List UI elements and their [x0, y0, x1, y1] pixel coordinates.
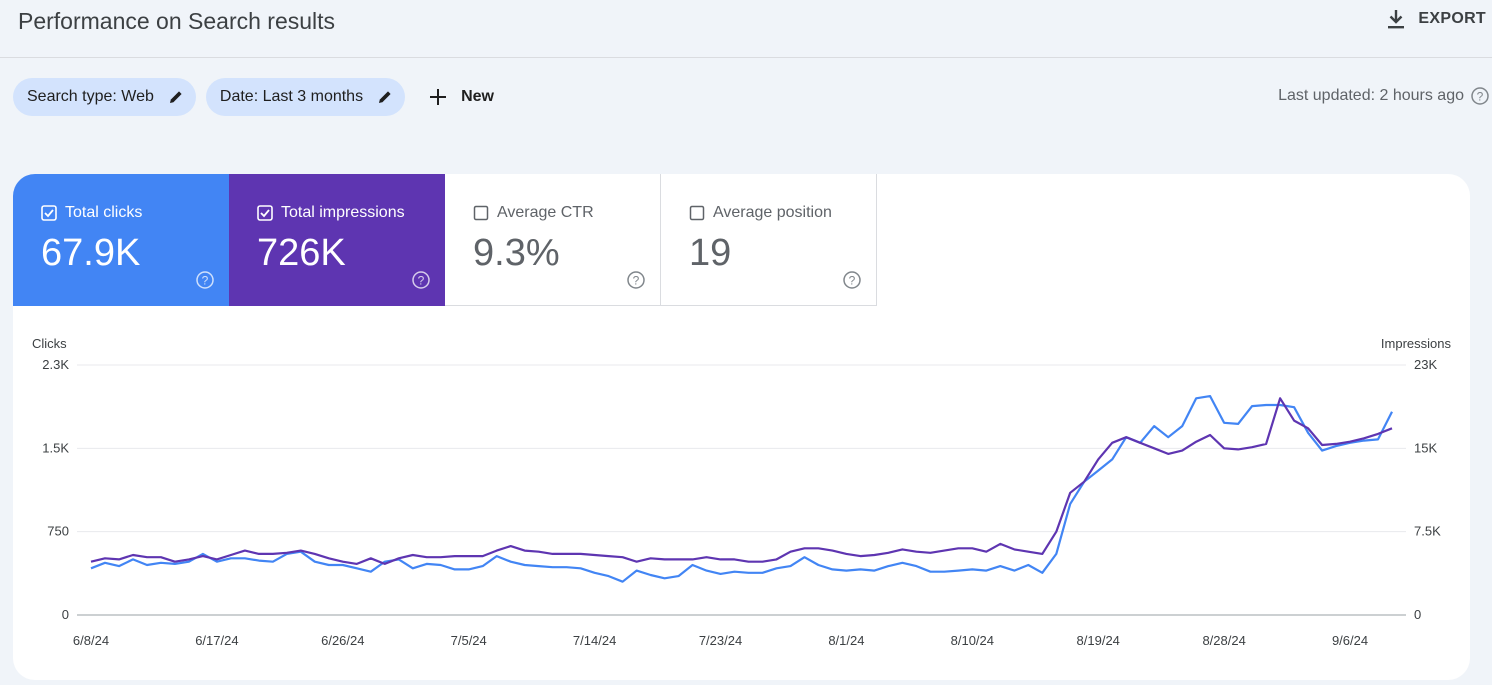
- series-line-total-impressions: [90, 397, 1393, 565]
- right-tick-label: 23K: [1414, 357, 1437, 372]
- x-tick-label: 7/14/24: [573, 633, 616, 648]
- metric-tiles: Total clicks 67.9K ? Total impressions 7…: [13, 174, 877, 306]
- right-axis-label: Impressions: [1381, 336, 1452, 351]
- x-tick-label: 8/10/24: [951, 633, 994, 648]
- metric-name: Average CTR: [497, 204, 594, 221]
- help-icon[interactable]: ?: [411, 270, 431, 290]
- metric-value: 19: [689, 232, 732, 274]
- help-icon[interactable]: ?: [195, 270, 215, 290]
- x-tick-label: 7/5/24: [451, 633, 487, 648]
- left-axis-label: Clicks: [32, 336, 67, 351]
- date-range-chip[interactable]: Date: Last 3 months: [205, 78, 406, 116]
- series-line-total-clicks: [90, 394, 1393, 583]
- performance-card: Total clicks 67.9K ? Total impressions 7…: [13, 174, 1470, 680]
- metric-total-impressions[interactable]: Total impressions 726K ?: [229, 174, 445, 306]
- metric-value: 726K: [257, 232, 346, 274]
- left-tick-label: 0: [62, 607, 69, 622]
- filter-bar: Search type: Web Date: Last 3 months New: [13, 78, 494, 116]
- page-header: Performance on Search results EXPORT: [0, 0, 1492, 58]
- x-tick-label: 7/23/24: [699, 633, 742, 648]
- checkbox-unchecked-icon[interactable]: [689, 205, 705, 221]
- checkbox-unchecked-icon[interactable]: [473, 205, 489, 221]
- metric-name: Total clicks: [65, 204, 143, 221]
- svg-text:?: ?: [202, 274, 209, 288]
- metric-value: 67.9K: [41, 232, 141, 274]
- export-label: EXPORT: [1418, 10, 1486, 27]
- svg-text:?: ?: [633, 274, 640, 288]
- x-tick-label: 6/26/24: [321, 633, 364, 648]
- metric-value: 9.3%: [473, 232, 560, 274]
- edit-pencil-icon: [379, 91, 391, 103]
- x-tick-label: 8/28/24: [1202, 633, 1245, 648]
- page-title: Performance on Search results: [18, 8, 336, 34]
- x-tick-label: 8/19/24: [1077, 633, 1120, 648]
- new-filter-button[interactable]: New: [429, 88, 494, 106]
- chart-ticks: 2.3K 23K 1.5K 15K 750 7.5K 0 0 6/8/24 6/17/24 6/26…: [42, 357, 1441, 648]
- right-tick-label: 7.5K: [1414, 524, 1441, 539]
- checkbox-checked-icon[interactable]: [41, 205, 57, 221]
- last-updated-text: Last updated: 2 hours ago: [1278, 87, 1464, 104]
- left-tick-label: 2.3K: [42, 357, 69, 372]
- svg-text:?: ?: [849, 274, 856, 288]
- performance-chart: Clicks Impressions 2.3K 23K 1.5K 15K 750 7.5K…: [32, 336, 1452, 648]
- last-updated: Last updated: 2 hours ago ?: [1278, 86, 1490, 106]
- help-icon[interactable]: ?: [842, 270, 862, 290]
- metric-name: Average position: [713, 204, 832, 221]
- new-filter-label: New: [461, 88, 494, 105]
- checkbox-checked-icon[interactable]: [257, 205, 273, 221]
- edit-pencil-icon: [169, 91, 182, 103]
- chip-label: Date: Last 3 months: [219, 88, 364, 105]
- left-tick-label: 1.5K: [42, 440, 69, 455]
- x-tick-label: 9/6/24: [1332, 633, 1368, 648]
- svg-text:?: ?: [418, 274, 425, 288]
- export-button[interactable]: EXPORT: [1386, 8, 1486, 30]
- plus-icon: [430, 89, 447, 105]
- left-tick-label: 750: [47, 524, 69, 539]
- x-tick-label: 6/8/24: [73, 633, 109, 648]
- chart-grid: [77, 364, 1406, 616]
- help-icon[interactable]: ?: [1470, 86, 1490, 106]
- help-icon[interactable]: ?: [626, 270, 646, 290]
- metric-average-ctr[interactable]: Average CTR 9.3% ?: [445, 174, 661, 306]
- chart-lines: [90, 394, 1393, 583]
- metric-total-clicks[interactable]: Total clicks 67.9K ?: [13, 174, 229, 306]
- right-tick-label: 0: [1414, 607, 1421, 622]
- search-type-chip[interactable]: Search type: Web: [13, 78, 196, 116]
- right-tick-label: 15K: [1414, 440, 1437, 455]
- metric-average-position[interactable]: Average position 19 ?: [661, 174, 877, 306]
- download-icon: [1388, 10, 1405, 29]
- metric-name: Total impressions: [281, 204, 405, 221]
- x-tick-label: 8/1/24: [828, 633, 864, 648]
- svg-text:?: ?: [1477, 90, 1484, 104]
- x-tick-label: 6/17/24: [195, 633, 238, 648]
- chip-label: Search type: Web: [27, 88, 154, 105]
